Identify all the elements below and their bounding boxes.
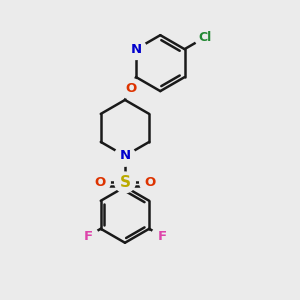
Text: O: O xyxy=(125,82,136,95)
Text: O: O xyxy=(94,176,106,189)
Text: S: S xyxy=(119,175,130,190)
Text: N: N xyxy=(119,149,130,162)
Circle shape xyxy=(195,27,215,48)
Text: O: O xyxy=(144,176,156,189)
Circle shape xyxy=(115,146,135,166)
Text: F: F xyxy=(158,230,166,243)
Circle shape xyxy=(90,172,110,193)
Circle shape xyxy=(115,172,135,193)
Circle shape xyxy=(126,39,146,59)
Text: N: N xyxy=(130,43,142,56)
Text: Cl: Cl xyxy=(199,31,212,44)
Circle shape xyxy=(152,226,172,246)
Text: F: F xyxy=(83,230,93,243)
Circle shape xyxy=(140,172,160,193)
Circle shape xyxy=(78,226,98,246)
Circle shape xyxy=(120,78,141,99)
